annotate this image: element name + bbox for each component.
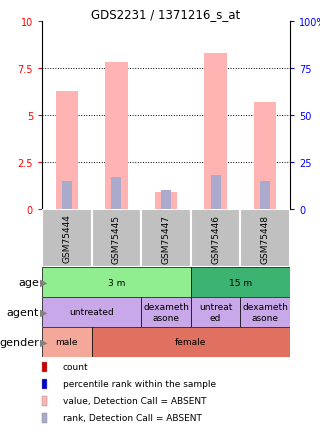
Text: 3 m: 3 m <box>108 278 125 287</box>
Bar <box>211 176 220 210</box>
FancyBboxPatch shape <box>42 297 141 327</box>
Text: GSM75448: GSM75448 <box>261 214 270 263</box>
FancyBboxPatch shape <box>42 210 92 267</box>
Text: age: age <box>18 277 39 287</box>
Text: 15 m: 15 m <box>229 278 252 287</box>
Title: GDS2231 / 1371216_s_at: GDS2231 / 1371216_s_at <box>92 8 241 21</box>
FancyBboxPatch shape <box>141 297 191 327</box>
Text: GSM75444: GSM75444 <box>62 214 71 263</box>
FancyBboxPatch shape <box>191 267 290 297</box>
Text: ▶: ▶ <box>40 277 48 287</box>
Text: female: female <box>175 338 206 347</box>
Bar <box>111 178 121 210</box>
Text: agent: agent <box>6 307 39 317</box>
Text: GSM75446: GSM75446 <box>211 214 220 263</box>
FancyBboxPatch shape <box>42 327 92 357</box>
FancyBboxPatch shape <box>240 297 290 327</box>
Bar <box>254 102 276 210</box>
Text: gender: gender <box>0 337 39 347</box>
Text: ▶: ▶ <box>40 307 48 317</box>
Text: GSM75445: GSM75445 <box>112 214 121 263</box>
Text: untreat
ed: untreat ed <box>199 302 232 322</box>
Bar <box>260 181 270 210</box>
FancyBboxPatch shape <box>240 210 290 267</box>
Bar <box>105 63 128 210</box>
Text: count: count <box>63 363 88 372</box>
Text: dexameth
asone: dexameth asone <box>143 302 189 322</box>
FancyBboxPatch shape <box>92 327 290 357</box>
Text: percentile rank within the sample: percentile rank within the sample <box>63 380 216 388</box>
Bar <box>204 54 227 210</box>
Text: male: male <box>56 338 78 347</box>
Bar <box>62 181 72 210</box>
Bar <box>155 193 177 210</box>
FancyBboxPatch shape <box>191 297 240 327</box>
FancyBboxPatch shape <box>141 210 191 267</box>
FancyBboxPatch shape <box>42 267 191 297</box>
Bar <box>161 191 171 210</box>
Bar <box>56 91 78 210</box>
FancyBboxPatch shape <box>191 210 240 267</box>
Text: value, Detection Call = ABSENT: value, Detection Call = ABSENT <box>63 397 206 405</box>
Text: dexameth
asone: dexameth asone <box>242 302 288 322</box>
Text: GSM75447: GSM75447 <box>162 214 171 263</box>
Text: untreated: untreated <box>69 308 114 317</box>
Text: rank, Detection Call = ABSENT: rank, Detection Call = ABSENT <box>63 414 202 423</box>
FancyBboxPatch shape <box>92 210 141 267</box>
Text: ▶: ▶ <box>40 337 48 347</box>
